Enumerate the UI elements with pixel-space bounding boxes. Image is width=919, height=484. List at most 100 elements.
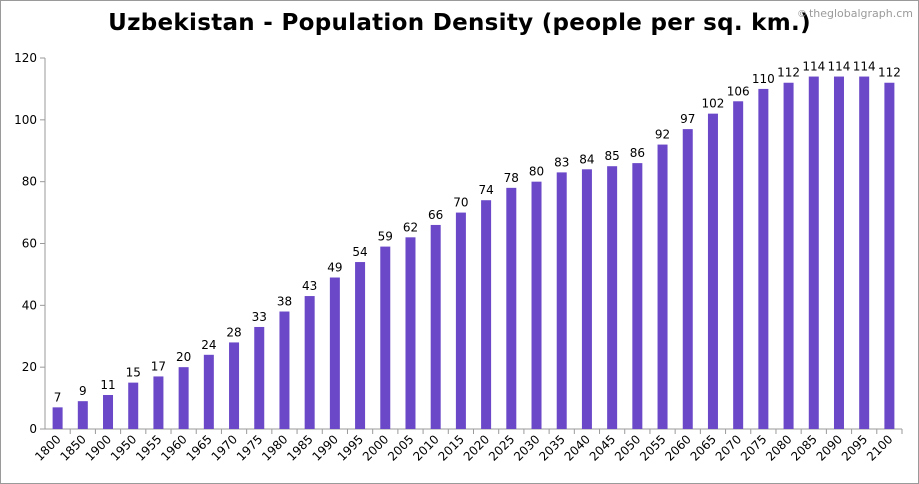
x-tick-label: 2000 bbox=[360, 432, 391, 463]
x-tick-label: 2025 bbox=[486, 432, 517, 463]
bar bbox=[884, 82, 895, 429]
bars bbox=[52, 76, 895, 430]
data-label: 112 bbox=[878, 66, 901, 80]
bar bbox=[355, 262, 366, 429]
data-label: 17 bbox=[151, 359, 166, 373]
x-tick-label: 1970 bbox=[209, 432, 240, 463]
data-label: 54 bbox=[352, 245, 367, 259]
data-label: 86 bbox=[630, 146, 645, 160]
bar bbox=[581, 169, 592, 430]
y-tick-label: 100 bbox=[14, 113, 37, 127]
bar bbox=[430, 224, 441, 429]
data-label: 9 bbox=[79, 384, 87, 398]
data-label: 78 bbox=[504, 171, 519, 185]
bar bbox=[707, 113, 718, 430]
bar bbox=[279, 311, 290, 429]
bar bbox=[203, 354, 214, 429]
y-tick-label: 60 bbox=[22, 237, 37, 251]
x-tick-label: 1965 bbox=[183, 432, 214, 463]
x-tick-label: 2035 bbox=[536, 432, 567, 463]
bar bbox=[77, 401, 88, 429]
data-label: 43 bbox=[302, 279, 317, 293]
data-label: 11 bbox=[100, 378, 115, 392]
data-label: 74 bbox=[478, 183, 493, 197]
data-label: 62 bbox=[403, 220, 418, 234]
data-label: 106 bbox=[727, 84, 750, 98]
bar bbox=[682, 129, 693, 429]
data-label: 83 bbox=[554, 155, 569, 169]
x-tick-label: 2065 bbox=[688, 432, 719, 463]
data-label: 70 bbox=[453, 196, 468, 210]
data-label: 114 bbox=[853, 60, 876, 74]
watermark-text: theglobalgraph.cm bbox=[808, 7, 913, 20]
data-label: 110 bbox=[752, 72, 775, 86]
data-label: 15 bbox=[126, 366, 141, 380]
x-tick-label: 2075 bbox=[738, 432, 769, 463]
x-tick-label: 1950 bbox=[108, 432, 139, 463]
data-label: 28 bbox=[226, 325, 241, 339]
bar bbox=[153, 376, 164, 429]
data-label: 20 bbox=[176, 350, 191, 364]
data-label: 85 bbox=[604, 149, 619, 163]
bar bbox=[733, 101, 744, 430]
x-tick-label: 2045 bbox=[587, 432, 618, 463]
bar bbox=[783, 82, 794, 429]
bar bbox=[178, 367, 189, 429]
bar bbox=[808, 76, 819, 430]
data-label: 84 bbox=[579, 152, 594, 166]
bar bbox=[304, 296, 315, 429]
y-tick-label: 40 bbox=[22, 298, 37, 312]
bar bbox=[380, 246, 391, 429]
bar bbox=[556, 172, 567, 429]
x-tick-label: 2095 bbox=[839, 432, 870, 463]
x-tick-label: 1975 bbox=[234, 432, 265, 463]
data-label: 38 bbox=[277, 295, 292, 309]
x-tick-label: 1800 bbox=[32, 432, 63, 463]
bar bbox=[229, 342, 240, 429]
x-tick-label: 2060 bbox=[662, 432, 693, 463]
bar bbox=[481, 200, 492, 429]
data-label: 24 bbox=[201, 338, 216, 352]
y-tick-label: 120 bbox=[14, 51, 37, 65]
x-tick-label: 2055 bbox=[637, 432, 668, 463]
bar bbox=[254, 326, 265, 429]
bar bbox=[329, 277, 340, 429]
data-label: 97 bbox=[680, 112, 695, 126]
x-tick-label: 1995 bbox=[335, 432, 366, 463]
bar bbox=[128, 382, 139, 429]
x-tick-label: 2085 bbox=[788, 432, 819, 463]
y-tick-label: 0 bbox=[29, 422, 37, 436]
data-label: 66 bbox=[428, 208, 443, 222]
data-label: 114 bbox=[802, 60, 825, 74]
bar bbox=[455, 212, 466, 429]
y-axis: 0 20 40 60 80 100 120 bbox=[14, 51, 46, 436]
x-tick-label: 2050 bbox=[612, 432, 643, 463]
x-tick-label: 1850 bbox=[57, 432, 88, 463]
x-tick-label: 1980 bbox=[259, 432, 290, 463]
data-label: 80 bbox=[529, 165, 544, 179]
x-tick-label: 2005 bbox=[385, 432, 416, 463]
data-label: 7 bbox=[54, 390, 62, 404]
x-tick-label: 2070 bbox=[713, 432, 744, 463]
copyright-icon: © bbox=[796, 9, 807, 20]
bar bbox=[632, 163, 643, 429]
x-tick-label: 1955 bbox=[133, 432, 164, 463]
bar bbox=[607, 166, 618, 430]
data-label: 59 bbox=[378, 230, 393, 244]
y-tick-label: 20 bbox=[22, 360, 37, 374]
x-tick-label: 2100 bbox=[864, 432, 895, 463]
bar bbox=[506, 187, 517, 429]
data-label: 112 bbox=[777, 66, 800, 80]
x-tick-label: 2080 bbox=[763, 432, 794, 463]
bar bbox=[52, 407, 63, 429]
x-tick-label: 2010 bbox=[410, 432, 441, 463]
bar bbox=[103, 394, 114, 429]
data-labels: 7 9 11 15 17 20 24 28 33 38 43 49 54 59 62 66 70 74 78 80 83… bbox=[54, 60, 901, 405]
x-tick-label: 2030 bbox=[511, 432, 542, 463]
x-axis: 1800185019001950195519601965197019751980… bbox=[32, 428, 903, 464]
x-tick-label: 2015 bbox=[436, 432, 467, 463]
bar bbox=[657, 144, 668, 430]
bar bbox=[405, 237, 416, 429]
x-tick-label: 1960 bbox=[158, 432, 189, 463]
